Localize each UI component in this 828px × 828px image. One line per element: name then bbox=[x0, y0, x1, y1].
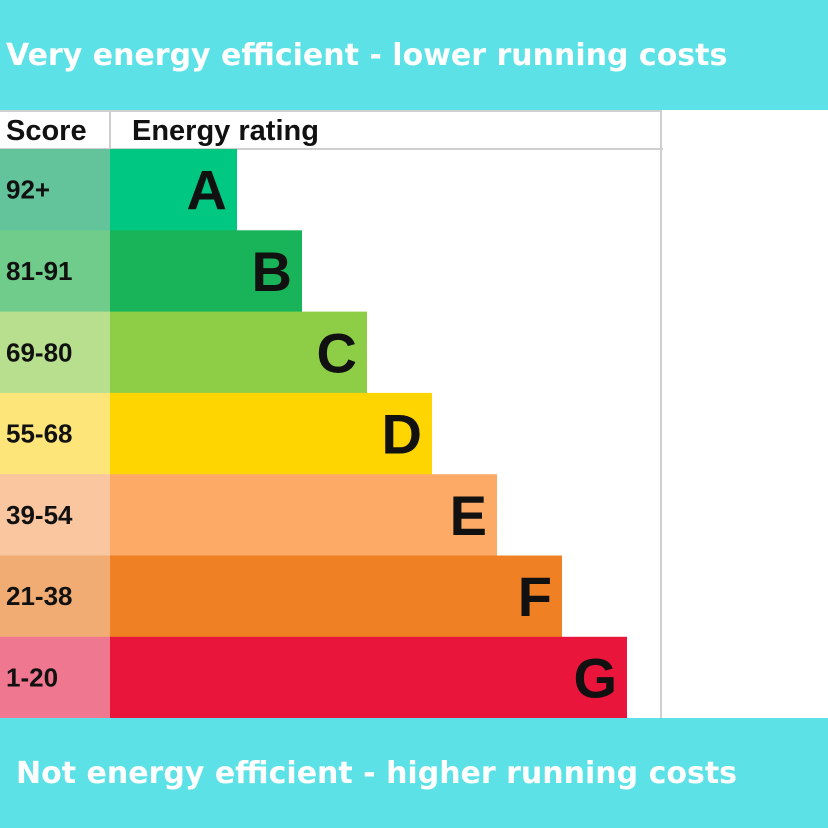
rating-letter-f: F bbox=[518, 565, 552, 628]
rating-bar-c bbox=[110, 311, 367, 394]
top-banner-text: Very energy efficient - lower running co… bbox=[6, 37, 728, 73]
rating-letter-d: D bbox=[382, 403, 422, 466]
rating-bar-f bbox=[110, 555, 562, 638]
chart-header: Score Energy rating bbox=[6, 115, 319, 147]
rating-bar-g bbox=[110, 636, 627, 718]
score-cell-e bbox=[0, 474, 110, 556]
score-cell-a bbox=[0, 149, 110, 231]
score-cell-g bbox=[0, 636, 110, 718]
score-label-d: 55-68 bbox=[6, 419, 73, 449]
rating-letter-b: B bbox=[252, 240, 292, 303]
rating-letter-e: E bbox=[450, 484, 487, 547]
score-label-g: 1-20 bbox=[6, 662, 58, 692]
rating-bar-b bbox=[110, 230, 302, 313]
top-banner: Very energy efficient - lower running co… bbox=[0, 0, 828, 110]
score-label-c: 69-80 bbox=[6, 337, 73, 367]
score-cell-b bbox=[0, 230, 110, 313]
score-label-a: 92+ bbox=[6, 175, 50, 205]
energy-rating-chart: Score Energy rating 92+ A 81-91 B 69-80 C 55-6… bbox=[0, 110, 663, 718]
energy-rating-column-header: Energy rating bbox=[132, 115, 319, 147]
rating-bar-a bbox=[110, 149, 237, 231]
score-label-b: 81-91 bbox=[6, 256, 73, 286]
score-column-header: Score bbox=[6, 115, 87, 147]
rating-letter-a: A bbox=[187, 159, 227, 222]
score-label-e: 39-54 bbox=[6, 500, 73, 530]
score-label-f: 21-38 bbox=[6, 581, 73, 611]
bottom-banner-text: Not energy efficient - higher running co… bbox=[16, 755, 738, 791]
score-cell-d bbox=[0, 392, 110, 475]
rating-letter-g: G bbox=[573, 646, 617, 709]
score-cell-f bbox=[0, 555, 110, 638]
bottom-banner: Not energy efficient - higher running co… bbox=[0, 718, 828, 828]
rating-bands: 92+ A 81-91 B 69-80 C 55-68 D 39-54 E 21-38 F 1-20 G bbox=[0, 149, 627, 718]
rating-bar-e bbox=[110, 474, 497, 556]
rating-letter-c: C bbox=[317, 321, 357, 384]
score-cell-c bbox=[0, 311, 110, 394]
rating-bar-d bbox=[110, 392, 432, 475]
